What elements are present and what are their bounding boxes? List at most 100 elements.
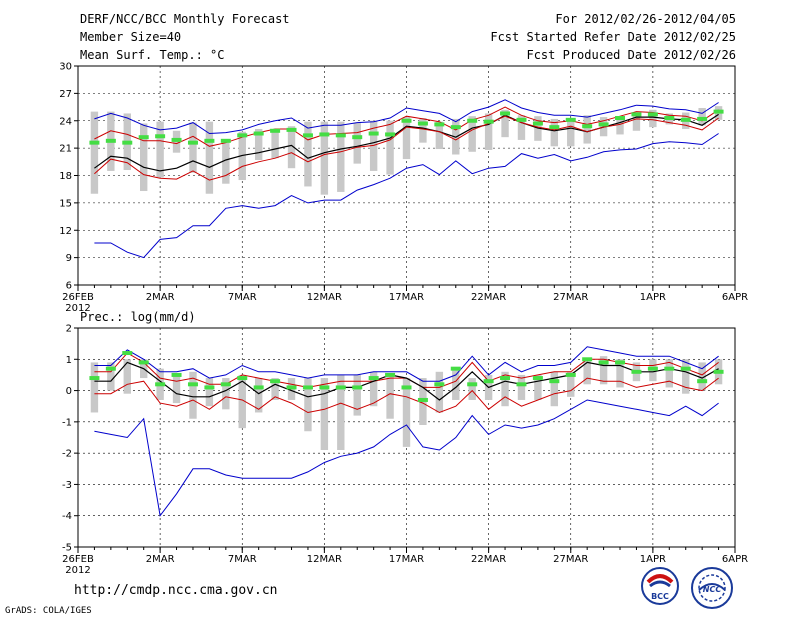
temp-spread-box [156, 121, 164, 178]
prec-spread-box [254, 378, 263, 413]
temp-xtick-label: 26FEB [62, 292, 94, 303]
temp-ytick-label: 30 [59, 62, 72, 73]
temp-spread-box [649, 109, 657, 128]
temp-spread-box [337, 121, 345, 192]
refer-date: Fcst Started Refer Date 2012/02/25 [490, 30, 736, 44]
prec-ytick-label: 2 [66, 324, 72, 335]
temp-series-min [94, 133, 719, 259]
member-size: Member Size=40 [80, 30, 182, 44]
prec-spread-box [698, 362, 706, 391]
prec-spread-box [238, 374, 246, 429]
produced-date: Fcst Produced Date 2012/02/26 [526, 48, 736, 62]
prec-xtick-label: 12MAR [307, 554, 342, 565]
prec-ytick-label: -5 [62, 543, 72, 554]
temp-xtick-label: 27MAR [553, 292, 588, 303]
prec-spread-box [369, 371, 378, 407]
prec-ytick-label: -3 [62, 480, 72, 491]
temp-xtick-label: 17MAR [389, 292, 424, 303]
prec-spread-box [320, 378, 329, 451]
temp-spread-box [501, 109, 509, 138]
prec-spread-box [222, 378, 230, 410]
temp-xtick-year: 2012 [65, 303, 90, 314]
prec-spread-box [271, 378, 279, 400]
bcc-logo-icon: BCC [641, 567, 679, 605]
prec-spread-box [402, 378, 411, 447]
temp-spread-box [304, 121, 312, 187]
temp-spread-box [222, 139, 230, 184]
temp-spread-box [468, 116, 476, 152]
prec-xtick-label: 26FEB [62, 554, 94, 565]
prec-spread-box [599, 356, 608, 385]
temp-spread-box [484, 113, 493, 150]
prec-spread-box [452, 368, 460, 400]
ncc-logo-text: NCC [703, 585, 722, 594]
temp-ytick-label: 6 [66, 281, 72, 292]
prec-ytick-label: -1 [62, 417, 72, 428]
prec-spread-box [107, 362, 115, 391]
temp-spread-box [698, 107, 706, 126]
prec-xtick-label: 27MAR [553, 554, 588, 565]
chart-title: DERF/NCC/BCC Monthly Forecast [80, 12, 290, 26]
prec-spread-box [501, 371, 509, 407]
prec-ytick-label: 0 [66, 386, 72, 397]
prec-xtick-label: 7MAR [228, 554, 257, 565]
prec-spread-box [386, 374, 394, 419]
prec-xtick-year: 2012 [65, 565, 90, 576]
prec-spread-box [337, 374, 345, 451]
prec-xtick-label: 22MAR [471, 554, 506, 565]
temp-spread-box [583, 115, 591, 144]
prec-spread-box [468, 378, 476, 400]
temp-spread-box [616, 118, 624, 135]
prec-series-min [94, 399, 719, 517]
prec-spread-box [435, 371, 444, 413]
temp-spread-box [140, 123, 148, 192]
temp-spread-box [287, 126, 296, 169]
temp-ytick-label: 24 [59, 116, 72, 127]
prec-series-lower [94, 377, 719, 414]
prec-spread-box [567, 371, 575, 397]
prec-xtick-label: 6APR [722, 554, 748, 565]
temp-xtick-label: 6APR [722, 292, 748, 303]
grads-credit: GrADS: COLA/IGES [5, 606, 92, 616]
temp-ytick-label: 27 [59, 89, 72, 100]
prec-ytick-label: -4 [62, 511, 72, 522]
prec-spread-box [123, 359, 131, 394]
temp-spread-box [189, 122, 197, 173]
prec-spread-box [90, 362, 99, 413]
temp-ytick-label: 21 [59, 144, 72, 155]
prec-spread-box [304, 378, 312, 432]
temp-spread-box [353, 122, 361, 164]
prec-spread-box [353, 374, 361, 416]
prec-spread-box [189, 371, 197, 419]
temp-spread-box [254, 128, 263, 160]
prec-series-mean [94, 361, 719, 401]
temp-ytick-label: 18 [59, 171, 72, 182]
prec-ytick-label: 1 [66, 355, 72, 366]
temp-xtick-label: 7MAR [228, 292, 257, 303]
temp-spread-box [90, 111, 99, 194]
temp-ytick-label: 9 [66, 253, 72, 264]
temp-spread-box [386, 120, 394, 175]
temp-spread-box [320, 121, 329, 195]
temp-spread-box [435, 121, 444, 150]
temp-series-mean [94, 113, 719, 172]
prec-xtick-label: 2MAR [146, 554, 175, 565]
temp-ytick-label: 12 [59, 226, 72, 237]
variable-label-temp: Mean Surf. Temp.: °C [80, 48, 225, 62]
temp-spread-box [419, 118, 427, 143]
prec-spread-box [682, 359, 690, 394]
forecast-period: For 2012/02/26-2012/04/05 [555, 12, 736, 26]
temp-series-upper [94, 106, 719, 147]
prec-xtick-label: 1APR [640, 554, 666, 565]
temp-series-max [94, 99, 719, 135]
temp-series-lower [94, 115, 719, 181]
prec-ytick-label: -2 [62, 449, 72, 460]
prec-xtick-label: 17MAR [389, 554, 424, 565]
bcc-logo-text: BCC [651, 592, 669, 601]
prec-spread-box [172, 374, 181, 404]
temp-spread-box [205, 121, 214, 194]
temp-xtick-label: 1APR [640, 292, 666, 303]
source-url[interactable]: http://cmdp.ncc.cma.gov.cn [74, 583, 278, 598]
prec-spread-box [534, 374, 542, 400]
